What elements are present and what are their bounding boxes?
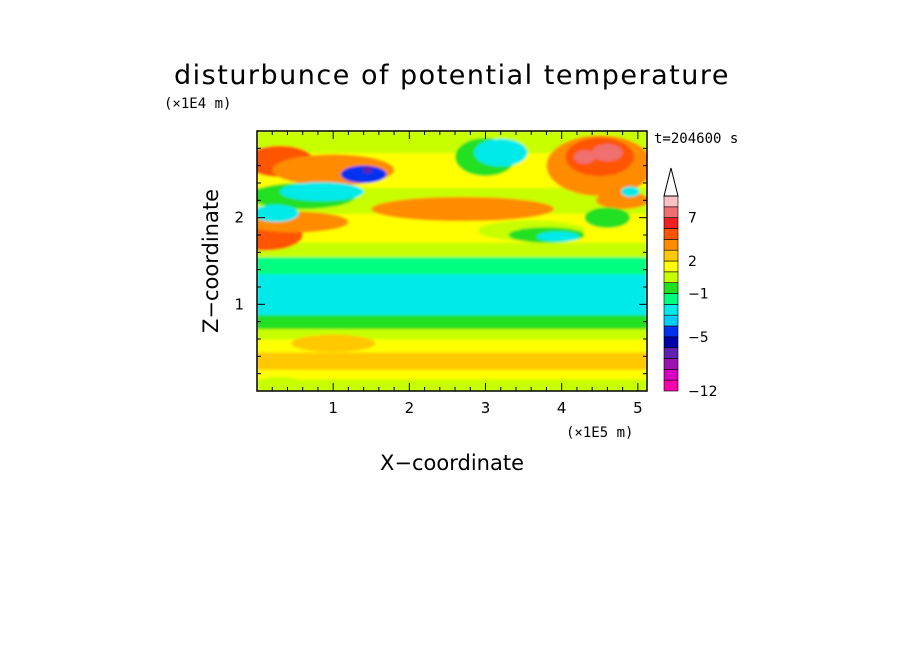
x-tick-label: 1 xyxy=(328,399,338,417)
x-tick-label: 2 xyxy=(405,399,415,417)
colorbar-swatch xyxy=(663,347,679,359)
contour-region xyxy=(573,150,596,164)
contour-region xyxy=(257,204,299,222)
x-axis-label: X−coordinate xyxy=(380,451,524,475)
colorbar-extend-arrow xyxy=(663,167,679,197)
y-tick-label: 2 xyxy=(234,209,244,227)
contour-region xyxy=(340,165,387,183)
colorbar-label: 2 xyxy=(688,254,697,270)
colorbar-swatch xyxy=(663,228,679,240)
colorbar-swatch xyxy=(663,369,679,381)
contour-band xyxy=(257,256,647,275)
colorbar-swatch xyxy=(663,239,679,251)
contour-region xyxy=(621,186,640,197)
contour-band xyxy=(257,378,647,391)
contour-region xyxy=(279,182,364,202)
colorbar-swatch xyxy=(663,206,679,218)
contour-region xyxy=(536,231,580,242)
contour-field xyxy=(257,131,647,391)
contour-band xyxy=(257,369,647,380)
y-scale-label: (×1E4 m) xyxy=(164,96,231,112)
time-label: t=204600 s xyxy=(654,131,738,147)
colorbar-swatch xyxy=(663,336,679,348)
contour-region xyxy=(257,377,303,388)
chart-title: disturbunce of potential temperature xyxy=(174,60,730,91)
x-axis: 1 2 3 4 5 xyxy=(271,131,643,417)
colorbar-swatch xyxy=(663,304,679,316)
colorbar-swatch xyxy=(663,195,679,208)
contour-band xyxy=(257,131,647,154)
colorbar-label: −1 xyxy=(688,287,709,303)
x-scale-label: (×1E5 m) xyxy=(566,425,633,441)
contour-region xyxy=(371,196,555,222)
contour-band xyxy=(257,352,647,370)
colorbar-label: −12 xyxy=(688,384,718,400)
colorbar-swatch xyxy=(663,249,679,262)
contour-region xyxy=(474,138,528,167)
colorbar-swatch xyxy=(663,325,679,338)
contour-band xyxy=(257,274,647,316)
colorbar-swatch xyxy=(663,260,679,273)
contour-region xyxy=(362,166,373,174)
colorbar-label: −5 xyxy=(688,330,709,346)
colorbar-swatch xyxy=(663,358,679,370)
plot-frame xyxy=(256,130,648,392)
contour-region xyxy=(584,207,631,229)
colorbar-swatch xyxy=(663,282,679,294)
contour-region xyxy=(291,334,376,353)
contour-band xyxy=(257,241,647,258)
y-tick-label: 1 xyxy=(234,295,244,313)
colorbar: −12−5−127 xyxy=(663,167,718,400)
x-tick-label: 3 xyxy=(481,399,491,417)
x-tick-label: 4 xyxy=(557,399,567,417)
x-tick-label: 5 xyxy=(633,399,643,417)
colorbar-swatch xyxy=(663,217,679,229)
colorbar-swatch xyxy=(663,293,679,305)
contour-band xyxy=(257,314,647,330)
y-axis: 12 xyxy=(234,147,647,375)
colorbar-swatch xyxy=(663,379,679,392)
y-axis-label: Z−coordinate xyxy=(199,189,223,333)
contour-region xyxy=(592,144,623,162)
contour-band xyxy=(257,328,647,340)
colorbar-swatch xyxy=(663,271,679,283)
colorbar-swatch xyxy=(663,314,679,327)
colorbar-label: 7 xyxy=(688,211,697,227)
